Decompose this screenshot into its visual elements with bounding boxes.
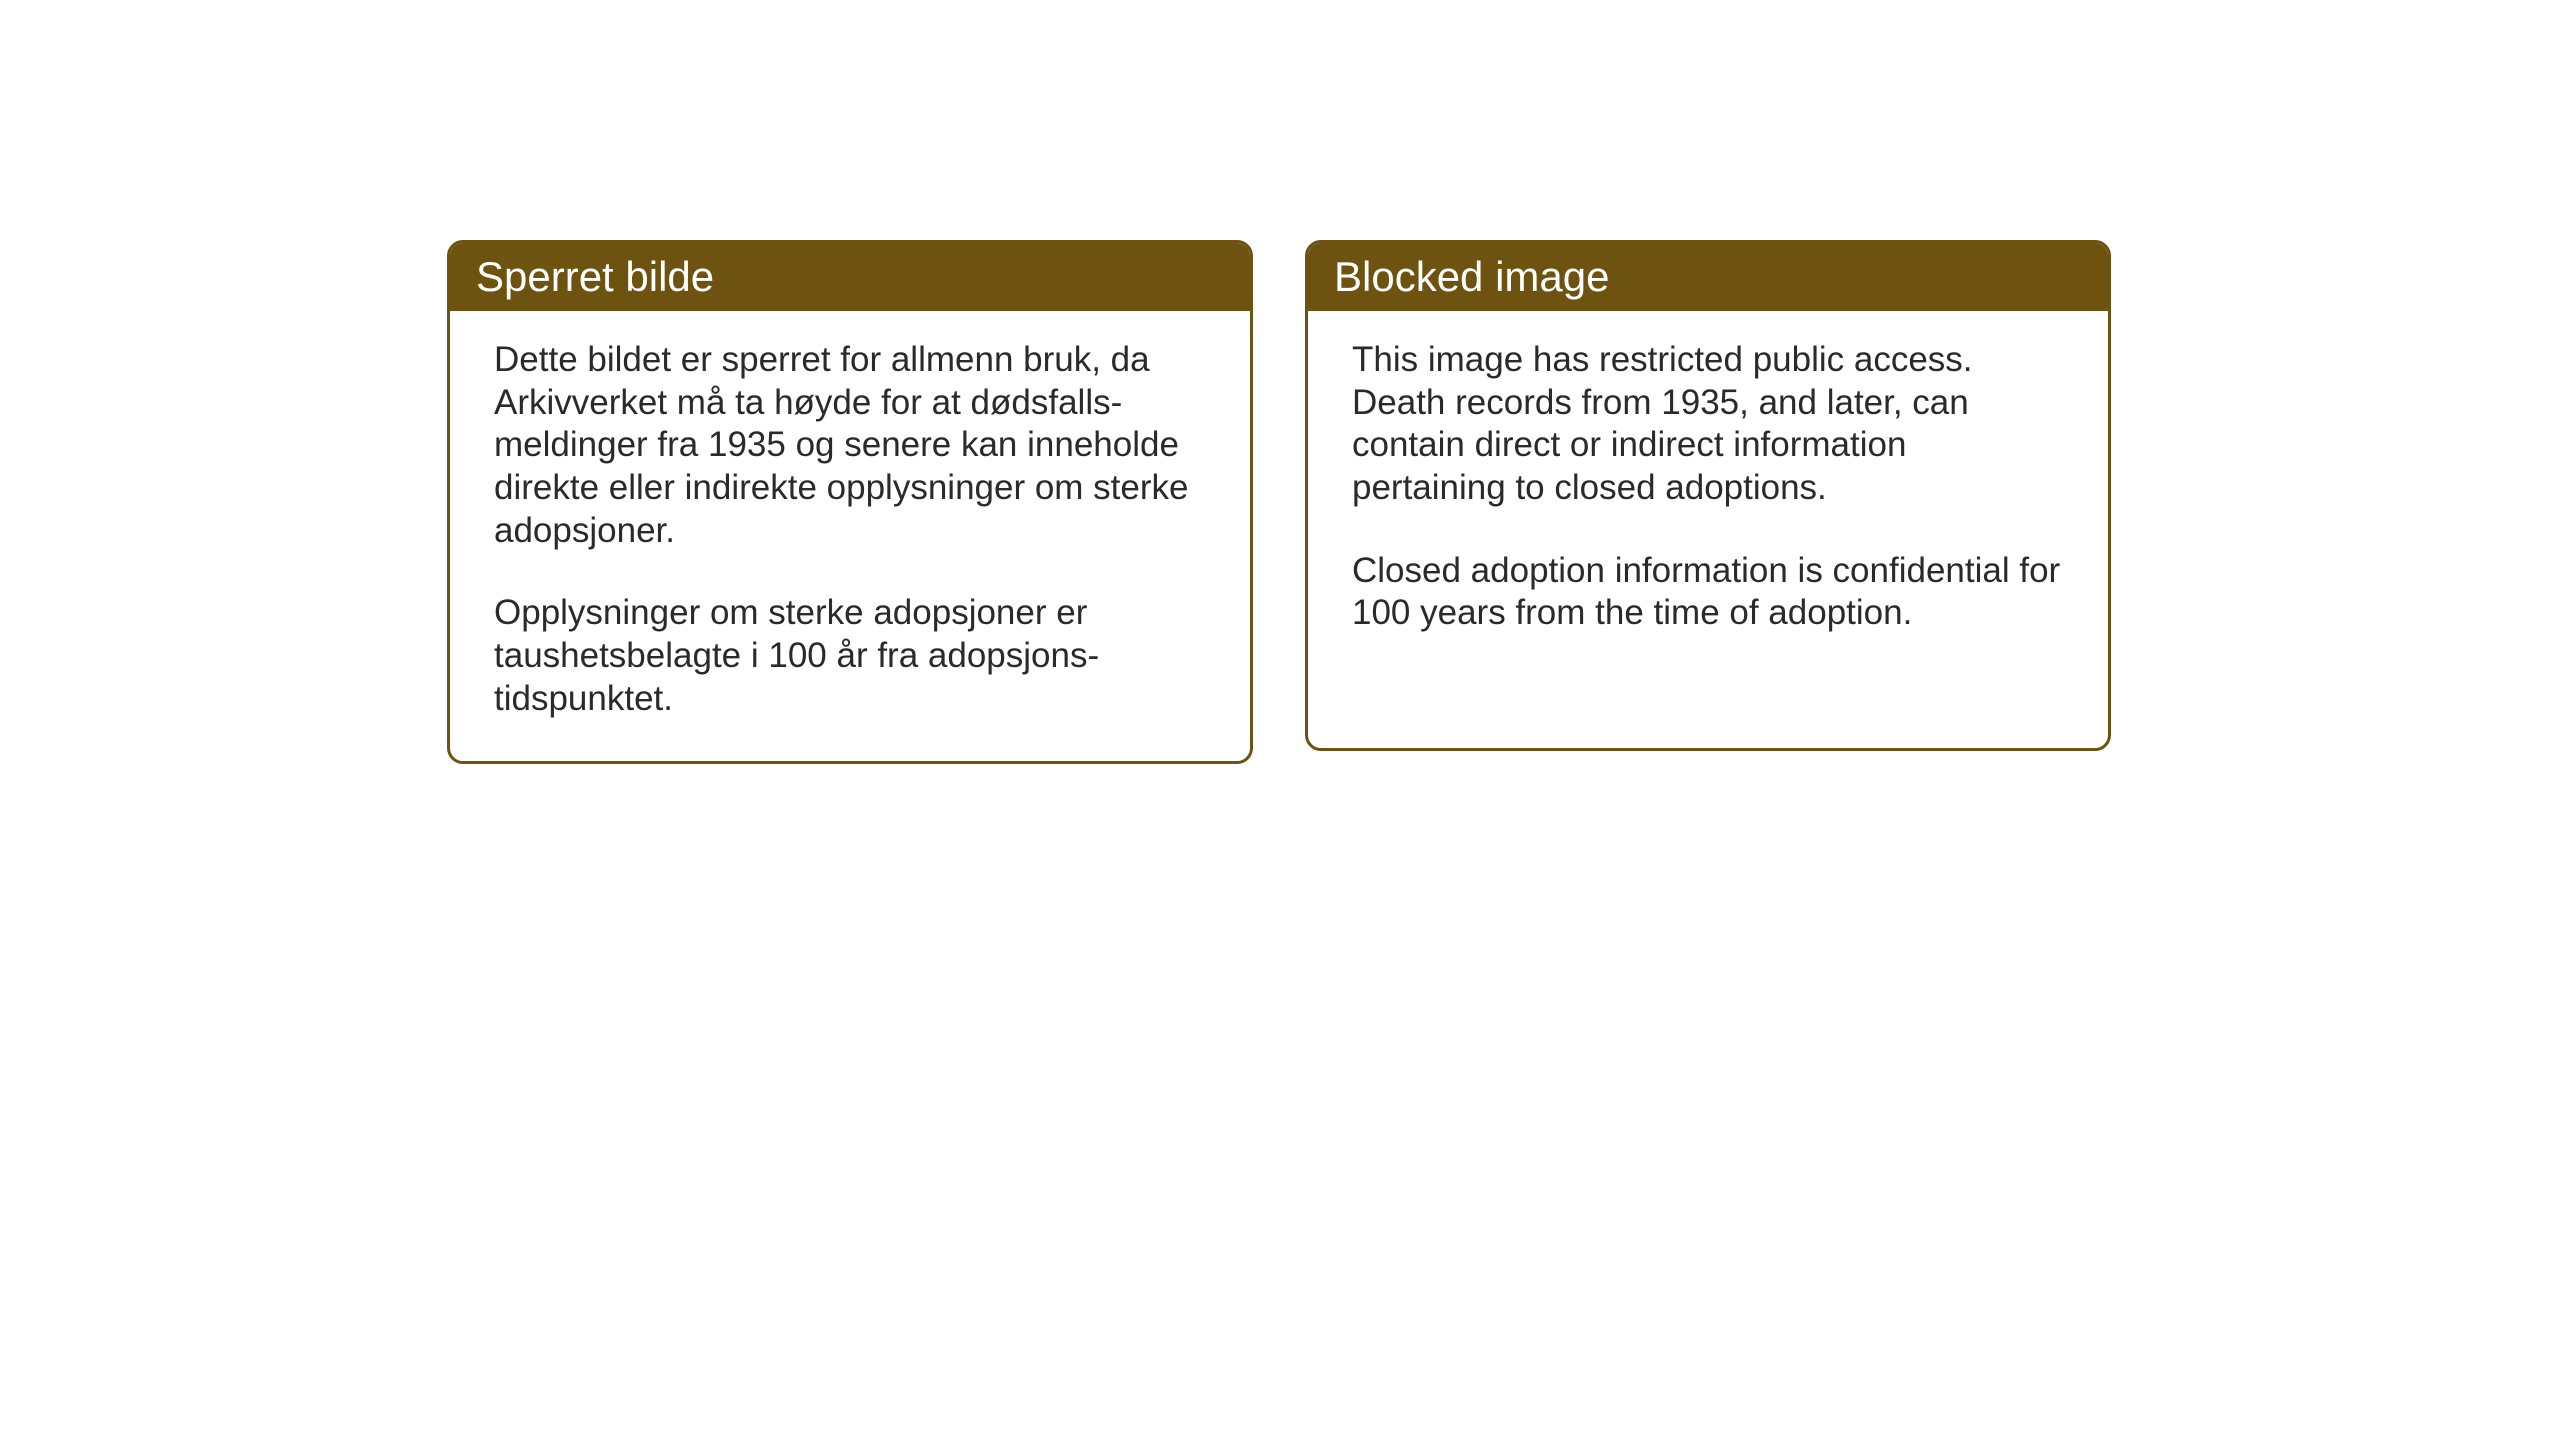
english-card-body: This image has restricted public access.… <box>1308 311 2108 675</box>
norwegian-card-title: Sperret bilde <box>450 243 1250 311</box>
cards-container: Sperret bilde Dette bildet er sperret fo… <box>447 240 2111 764</box>
norwegian-card-body: Dette bildet er sperret for allmenn bruk… <box>450 311 1250 761</box>
norwegian-notice-card: Sperret bilde Dette bildet er sperret fo… <box>447 240 1253 764</box>
norwegian-paragraph-2: Opplysninger om sterke adopsjoner er tau… <box>494 592 1206 720</box>
english-paragraph-2: Closed adoption information is confident… <box>1352 550 2064 635</box>
norwegian-paragraph-1: Dette bildet er sperret for allmenn bruk… <box>494 339 1206 552</box>
english-notice-card: Blocked image This image has restricted … <box>1305 240 2111 751</box>
english-paragraph-1: This image has restricted public access.… <box>1352 339 2064 510</box>
english-card-title: Blocked image <box>1308 243 2108 311</box>
